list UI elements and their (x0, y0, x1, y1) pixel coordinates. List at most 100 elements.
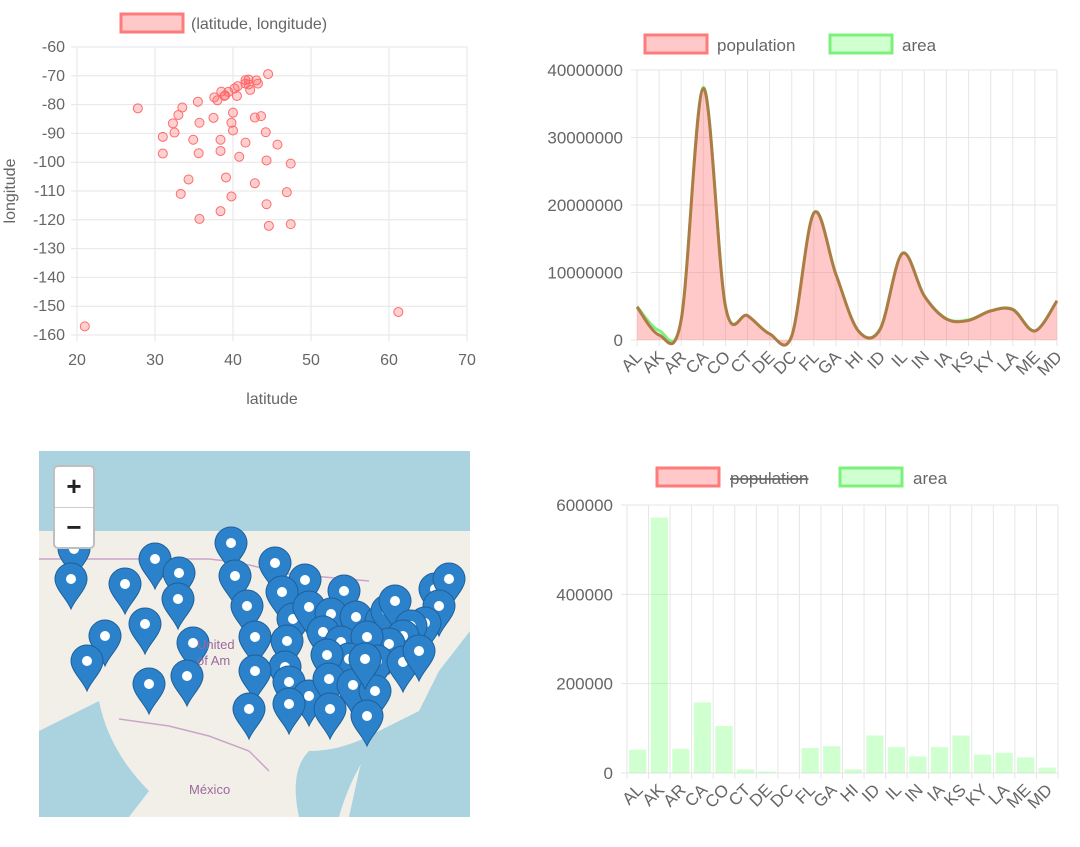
scatter-point (209, 113, 218, 122)
scatter-point (178, 103, 187, 112)
map-label-usa: United of Am (197, 637, 235, 669)
zoom-control: + − (53, 465, 95, 549)
map[interactable] (39, 451, 470, 817)
bar-HI (845, 769, 862, 773)
bar-CO (715, 726, 732, 773)
map-marker-dot (250, 632, 260, 642)
map-marker-dot (325, 704, 335, 714)
map-marker-dot (444, 574, 454, 584)
x-tick-label: 40 (224, 352, 242, 369)
map-marker-dot (140, 619, 150, 629)
map-panel[interactable]: + − United of Am México (39, 451, 470, 817)
x-axis-label: latitude (246, 391, 298, 408)
map-marker-dot (230, 571, 240, 581)
map-marker-dot (82, 656, 92, 666)
bar-DE (758, 772, 775, 773)
scatter-point (227, 192, 236, 201)
legend-label-area: area (902, 36, 937, 55)
scatter-point (216, 135, 225, 144)
y-tick-label: -160 (33, 327, 65, 344)
map-marker-dot (270, 558, 280, 568)
scatter-point (286, 159, 295, 168)
bar-IL (888, 747, 905, 773)
map-marker-dot (174, 568, 184, 578)
x-tick-label: ID (858, 780, 883, 805)
map-marker-dot (284, 677, 294, 687)
y-tick-label: 20000000 (547, 196, 623, 215)
scatter-chart: -60-70-80-90-100-110-120-130-140-150-160… (0, 0, 500, 415)
y-tick-label: 30000000 (547, 129, 623, 148)
scatter-point (253, 79, 262, 88)
scatter-point (158, 132, 167, 141)
y-tick-label: -90 (42, 125, 65, 142)
scatter-point (241, 138, 250, 147)
bar-ID (866, 735, 883, 773)
scatter-point (193, 97, 202, 106)
y-tick-label: -140 (33, 269, 65, 286)
scatter-point (235, 152, 244, 161)
bar-CT (737, 769, 754, 773)
scatter-point (158, 149, 167, 158)
map-marker-dot (360, 654, 370, 664)
map-marker-dot (304, 691, 314, 701)
x-tick-label: MD (1034, 347, 1066, 379)
y-tick-label: -150 (33, 298, 65, 315)
map-marker-dot (250, 666, 260, 676)
map-marker-dot (284, 699, 294, 709)
bar-AK (651, 518, 668, 773)
scatter-point (232, 91, 241, 100)
x-tick-label: GA (814, 347, 845, 378)
map-marker-dot (414, 646, 424, 656)
x-tick-label: 20 (68, 352, 86, 369)
legend-label-area: area (913, 469, 948, 488)
y-tick-label: 0 (614, 331, 623, 350)
scatter-chart-panel: -60-70-80-90-100-110-120-130-140-150-160… (0, 0, 500, 415)
legend-label-population: population (717, 36, 795, 55)
scatter-point (257, 112, 266, 121)
map-marker-dot (282, 636, 292, 646)
y-tick-label: -100 (33, 154, 65, 171)
scatter-point (176, 189, 185, 198)
map-marker-dot (300, 575, 310, 585)
bar-IA (931, 747, 948, 773)
map-marker-dot (351, 612, 361, 622)
legend-swatch-area (840, 468, 902, 486)
map-marker-dot (362, 632, 372, 642)
map-marker-dot (324, 674, 334, 684)
map-marker-dot (120, 579, 130, 589)
x-tick-label: 70 (458, 352, 476, 369)
legend-swatch-population (657, 468, 719, 486)
x-tick-label: 50 (302, 352, 320, 369)
x-tick-label: IN (908, 347, 933, 372)
map-marker-dot (244, 704, 254, 714)
y-tick-label: -70 (42, 68, 65, 85)
scatter-point (229, 108, 238, 117)
scatter-point (261, 128, 270, 137)
scatter-point (394, 307, 403, 316)
legend-swatch (121, 14, 183, 32)
scatter-point (168, 119, 177, 128)
zoom-out-button[interactable]: − (55, 508, 93, 548)
map-marker-dot (304, 602, 314, 612)
x-tick-label: 60 (380, 352, 398, 369)
x-tick-label: 30 (146, 352, 164, 369)
map-marker-dot (322, 650, 332, 660)
scatter-point (221, 173, 230, 182)
x-tick-label: MD (1024, 780, 1056, 812)
y-tick-label: 10000000 (547, 264, 623, 283)
bar-AL (629, 750, 646, 773)
scatter-point (262, 200, 271, 209)
legend-swatch-area (830, 35, 892, 53)
zoom-in-button[interactable]: + (55, 467, 93, 508)
y-tick-label: -60 (42, 39, 65, 56)
map-marker-dot (362, 711, 372, 721)
y-tick-label: -120 (33, 212, 65, 229)
map-marker-dot (150, 554, 160, 564)
map-marker-dot (173, 594, 183, 604)
bar-LA (996, 753, 1013, 773)
bar-AR (672, 749, 689, 773)
scatter-point (133, 104, 142, 113)
scatter-point (286, 220, 295, 229)
y-tick-label: 40000000 (547, 61, 623, 80)
bar-GA (823, 746, 840, 773)
